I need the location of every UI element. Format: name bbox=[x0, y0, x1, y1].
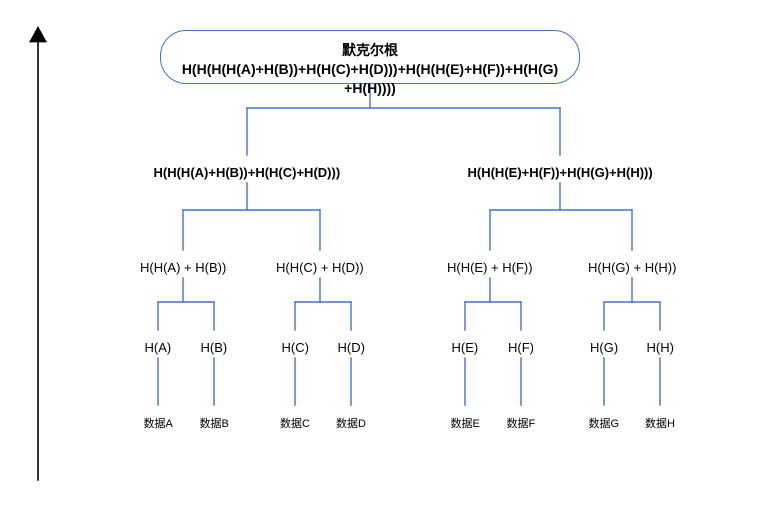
merkle-root-node: 默克尔根 H(H(H(H(A)+H(B))+H(H(C)+H(D)))+H(H(… bbox=[160, 30, 580, 84]
data-leaf: 数据C bbox=[280, 415, 310, 431]
hash-leaf: H(E) bbox=[452, 340, 479, 355]
hash-node-l3-rr: H(H(G) + H(H)) bbox=[588, 260, 676, 275]
hash-leaf: H(B) bbox=[201, 340, 228, 355]
hash-node-l3-ll: H(H(A) + H(B)) bbox=[140, 260, 226, 275]
data-leaf: 数据D bbox=[336, 415, 366, 431]
hash-node-l3-lr: H(H(C) + H(D)) bbox=[276, 260, 364, 275]
diagram-canvas: 默克尔根 H(H(H(H(A)+H(B))+H(H(C)+H(D)))+H(H(… bbox=[0, 0, 780, 518]
hash-leaf: H(F) bbox=[508, 340, 534, 355]
root-line2: +H(H)))) bbox=[344, 80, 396, 96]
data-leaf: 数据B bbox=[200, 415, 229, 431]
root-line1: 默克尔根 H(H(H(H(A)+H(B))+H(H(C)+H(D)))+H(H(… bbox=[182, 42, 558, 77]
data-leaf: 数据H bbox=[645, 415, 675, 431]
hash-node-l2-left: H(H(H(A)+H(B))+H(H(C)+H(D))) bbox=[154, 165, 341, 180]
hash-leaf: H(C) bbox=[282, 340, 309, 355]
data-leaf: 数据E bbox=[451, 415, 480, 431]
hash-node-l2-right: H(H(H(E)+H(F))+H(H(G)+H(H))) bbox=[468, 165, 653, 180]
data-leaf: 数据G bbox=[589, 415, 620, 431]
hash-leaf: H(D) bbox=[338, 340, 365, 355]
hash-leaf: H(A) bbox=[145, 340, 172, 355]
hash-leaf: H(H) bbox=[647, 340, 674, 355]
data-leaf: 数据A bbox=[144, 415, 173, 431]
hash-leaf: H(G) bbox=[590, 340, 618, 355]
hash-node-l3-rl: H(H(E) + H(F)) bbox=[447, 260, 533, 275]
data-leaf: 数据F bbox=[507, 415, 536, 431]
